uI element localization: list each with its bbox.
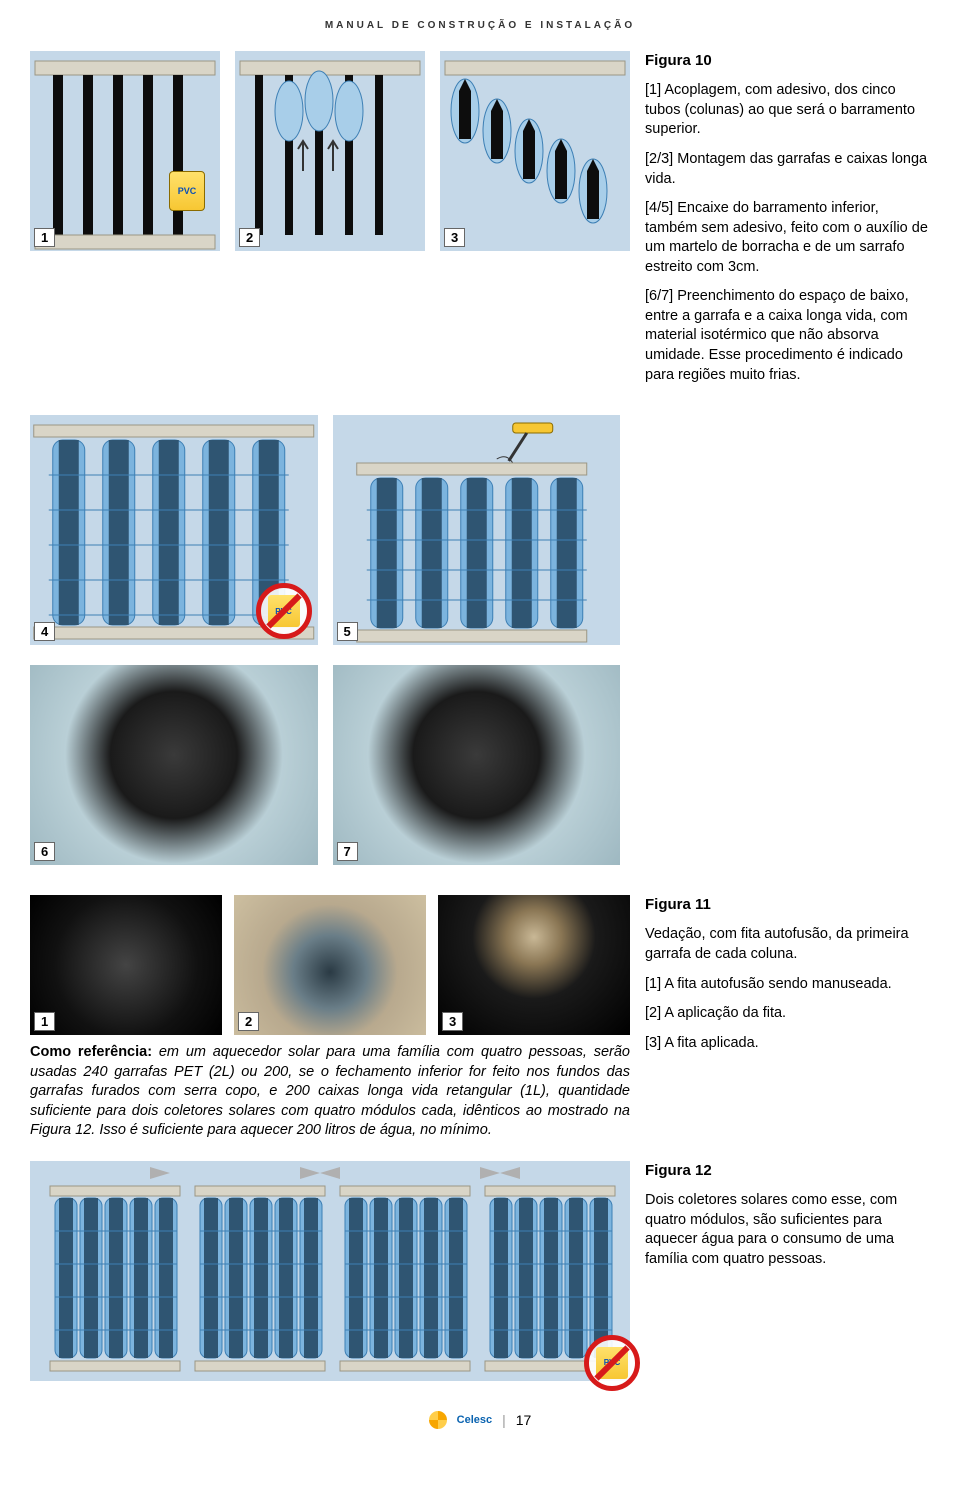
figure10-row-mid: PVC 4: [30, 415, 620, 645]
reference-paragraph: Como referência: em um aquecedor solar p…: [30, 1043, 630, 1141]
reference-lead: Como referência:: [30, 1044, 152, 1060]
celesc-brand: Celesc: [457, 1414, 492, 1426]
panel-number: 3: [444, 228, 465, 247]
figure10-panel-5: 5: [333, 415, 621, 645]
figure11-caption: Figura 11 Vedação, com fita autofusão, d…: [645, 895, 930, 1141]
panel-number: 1: [34, 1012, 55, 1031]
panel-number: 2: [239, 228, 260, 247]
panel-number: 2: [238, 1012, 259, 1031]
photo-placeholder: [333, 665, 621, 865]
pvc-glue-icon: PVC: [169, 171, 205, 211]
figure10-item-2: [2/3] Montagem das garrafas e caixas lon…: [645, 150, 930, 189]
photo-placeholder: [234, 895, 426, 1035]
figure11-panel-3: 3: [438, 895, 630, 1035]
figure10-panel-3: 3: [440, 51, 630, 251]
figure12-caption: Figura 12 Dois coletores solares como es…: [645, 1161, 930, 1280]
page-number: 17: [516, 1412, 532, 1428]
figure10-panel-2: 2: [235, 51, 425, 251]
figure12-text: Dois coletores solares como esse, com qu…: [645, 1191, 930, 1269]
figure10-row-top: PVC 1: [30, 51, 930, 395]
no-glue-icon: PVC: [584, 1335, 640, 1391]
no-glue-icon: PVC: [256, 583, 312, 639]
figure11-panel-2: 2: [234, 895, 426, 1035]
figure10-item-1: [1] Acoplagem, com adesivo, dos cinco tu…: [645, 81, 930, 140]
panel-number: 4: [34, 622, 55, 641]
celesc-logo-icon: [429, 1411, 447, 1429]
figure10-title: Figura 10: [645, 51, 930, 71]
figure11-intro: Vedação, com fita autofusão, da primeira…: [645, 925, 930, 964]
photo-placeholder: [30, 895, 222, 1035]
panel-number: 6: [34, 842, 55, 861]
figure12-row: PVC Figura 12 Dois coletores solares com…: [30, 1161, 930, 1381]
page-header: MANUAL DE CONSTRUÇÃO E INSTALAÇÃO: [30, 20, 930, 31]
figure10-panel-7: 7: [333, 665, 621, 865]
figure10-item-3: [4/5] Encaixe do barramento inferior, ta…: [645, 199, 930, 277]
panel-number: 7: [337, 842, 358, 861]
page-footer: Celesc | 17: [30, 1411, 930, 1429]
figure11-title: Figura 11: [645, 895, 930, 915]
panel-number: 5: [337, 622, 358, 641]
photo-placeholder: [438, 895, 630, 1035]
figure10-row-photos: 6 7: [30, 665, 620, 865]
figure12-title: Figura 12: [645, 1161, 930, 1181]
figure12-diagram: PVC: [30, 1161, 630, 1381]
figure11-item-2: [2] A aplicação da fita.: [645, 1004, 930, 1024]
figure10-item-4: [6/7] Preenchimento do espaço de baixo, …: [645, 287, 930, 385]
photo-placeholder: [30, 665, 318, 865]
figure10-panel-1: PVC 1: [30, 51, 220, 251]
figure10-panel-4: PVC 4: [30, 415, 318, 645]
panel-number: 1: [34, 228, 55, 247]
figure11-item-3: [3] A fita aplicada.: [645, 1034, 930, 1054]
panel-number: 3: [442, 1012, 463, 1031]
figure10-panel-6: 6: [30, 665, 318, 865]
figure11-row: 1 2 3 Como referência: em um aquecedor s…: [30, 895, 930, 1141]
figure11-panel-1: 1: [30, 895, 222, 1035]
figure10-caption: Figura 10 [1] Acoplagem, com adesivo, do…: [645, 51, 930, 395]
figure11-item-1: [1] A fita autofusão sendo manuseada.: [645, 975, 930, 995]
